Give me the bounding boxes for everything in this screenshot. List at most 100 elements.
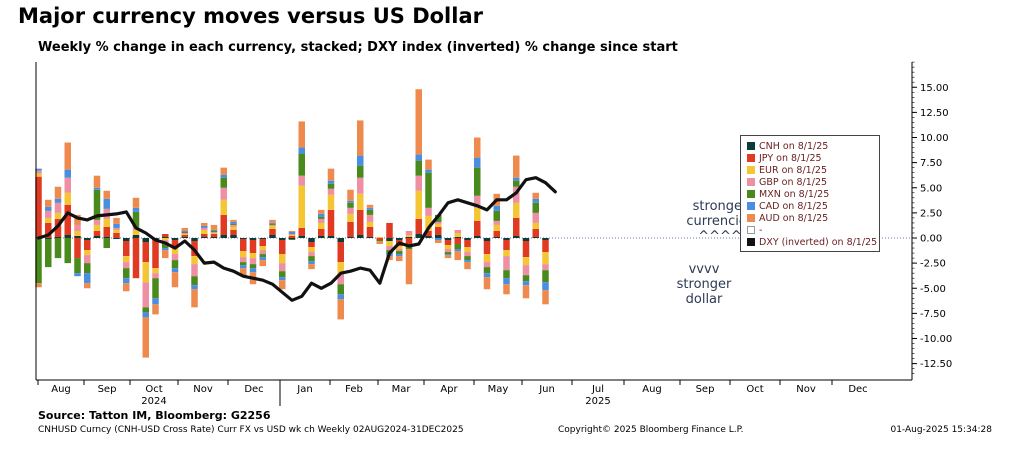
bar-segment-aud (522, 285, 530, 299)
bar-segment-cnh (513, 235, 520, 238)
bar-segment-gbp (288, 233, 296, 235)
bar-segment-jpy (181, 234, 188, 237)
bar-segment-aud (181, 227, 188, 231)
bar-segment-jpy (425, 230, 432, 236)
bar-segment-aud (230, 219, 237, 222)
bar-segment-gbp (444, 249, 452, 253)
bar-segment-cad (298, 147, 305, 154)
bar-segment-cad (493, 205, 500, 211)
bar-segment-gbp (259, 250, 266, 255)
x-tick-label: Sep (696, 384, 715, 395)
bar-segment-eur (74, 230, 81, 236)
bar-segment-gbp (298, 175, 305, 186)
bar-segment-mxn (444, 252, 452, 255)
bar-segment-cad (35, 168, 42, 171)
bar-segment-cad (279, 277, 286, 281)
bar-segment-eur (201, 229, 208, 234)
x-tick-label: Apr (440, 384, 458, 395)
bar-segment-cnh (288, 238, 296, 240)
footer-timestamp: 01-Aug-2025 15:34:28 (890, 425, 992, 435)
bar-segment-jpy (220, 214, 227, 235)
legend-item: DXY (inverted) on 8/1/25 (747, 236, 879, 248)
bar-segment-aud (103, 190, 110, 199)
bar-segment-eur (405, 234, 413, 237)
bar-segment-cad (171, 268, 179, 273)
bar-segment-jpy (35, 176, 42, 237)
bar-segment-aud (474, 137, 481, 158)
x-tick-label: Feb (345, 384, 363, 395)
bar-segment-gbp (220, 187, 227, 200)
bar-segment-gbp (191, 264, 198, 277)
y-tick-label: 12.50 (920, 108, 949, 119)
legend-label: AUD on 8/1/25 (759, 212, 829, 224)
bar-segment-mxn (532, 202, 539, 213)
bar-segment-cad (201, 225, 208, 228)
bar-segment-eur (425, 215, 432, 231)
bar-segment-eur (513, 202, 520, 218)
bar-segment-cnh (522, 238, 530, 242)
bar-segment-jpy (522, 241, 530, 258)
annotation-line: ^^^^ (698, 229, 742, 244)
bar-segment-aud (152, 304, 159, 315)
bar-segment-gbp (269, 224, 276, 226)
bar-segment-cad (522, 281, 530, 286)
bar-segment-jpy (415, 218, 422, 234)
bar-segment-aud (425, 159, 432, 170)
bar-segment-jpy (454, 238, 461, 245)
bar-segment-mxn (249, 264, 257, 269)
x-tick-label: Aug (642, 384, 662, 395)
annotation-line: stronger (692, 199, 748, 214)
bar-segment-jpy (249, 240, 257, 254)
bar-segment-aud (259, 260, 266, 267)
bar-segment-mxn (181, 231, 188, 233)
bar-segment-cnh (74, 235, 81, 238)
bar-segment-mxn (54, 238, 62, 259)
bar-segment-cnh (425, 235, 432, 238)
legend-label: CNH on 8/1/25 (759, 140, 829, 152)
bar-segment-jpy (327, 209, 335, 236)
bar-segment-aud (210, 224, 218, 230)
bar-segment-eur (474, 207, 481, 221)
bar-segment-gbp (327, 188, 335, 195)
bar-segment-aud (64, 142, 71, 170)
bar-segment-mxn (230, 223, 237, 225)
bar-segment-mxn (279, 271, 286, 278)
bar-segment-aud (240, 268, 247, 277)
bar-segment-eur (113, 229, 120, 233)
bar-segment-gbp (210, 231, 218, 233)
bar-segment-jpy (347, 221, 354, 237)
bar-segment-eur (191, 256, 198, 265)
bar-segment-cad (249, 268, 257, 273)
bar-segment-jpy (357, 209, 364, 235)
bar-segment-jpy (464, 240, 471, 248)
bar-segment-cad (318, 213, 325, 217)
bar-segment-aud (132, 197, 140, 208)
bar-segment-aud (444, 255, 452, 259)
x-tick-label: Dec (848, 384, 867, 395)
bar-segment-cad (84, 273, 91, 284)
x-year-label: 2025 (585, 396, 610, 407)
bar-segment-mxn (93, 189, 101, 220)
bar-segment-aud (54, 186, 62, 199)
bar-segment-eur (396, 246, 403, 250)
bar-segment-jpy (201, 233, 208, 237)
bar-segment-cnh (84, 238, 91, 241)
bar-segment-gbp (405, 230, 413, 235)
bar-segment-cad (425, 169, 432, 173)
bar-segment-eur (259, 246, 266, 251)
bar-segment-cnh (191, 238, 198, 242)
bar-segment-jpy (405, 238, 413, 245)
bar-segment-cnh (93, 235, 101, 238)
bar-segment-mxn (220, 177, 227, 188)
legend-swatch (747, 238, 755, 246)
legend-label: - (759, 224, 763, 236)
bar-segment-aud (337, 299, 344, 320)
bar-segment-cad (532, 198, 539, 203)
bar-segment-jpy (259, 239, 266, 247)
bar-segment-cad (415, 154, 422, 161)
y-tick-label: 15.00 (920, 83, 949, 94)
annotation-line: currencies (686, 214, 754, 229)
bar-segment-eur (483, 254, 491, 263)
bar-segment-gbp (201, 227, 208, 230)
bar-segment-cad (269, 222, 276, 224)
